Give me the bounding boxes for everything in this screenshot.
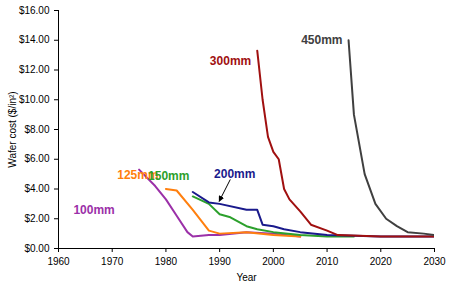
- svg-text:2020: 2020: [370, 256, 393, 267]
- svg-text:$6.00: $6.00: [24, 153, 49, 164]
- svg-text:Wafer cost ($/in²): Wafer cost ($/in²): [7, 91, 18, 167]
- svg-text:$0.00: $0.00: [24, 243, 49, 254]
- svg-text:$10.00: $10.00: [19, 94, 50, 105]
- svg-text:1990: 1990: [209, 256, 232, 267]
- svg-text:450mm: 450mm: [301, 33, 342, 47]
- svg-text:Year: Year: [236, 272, 257, 283]
- svg-text:$4.00: $4.00: [24, 183, 49, 194]
- svg-text:$14.00: $14.00: [19, 34, 50, 45]
- svg-text:2010: 2010: [316, 256, 339, 267]
- svg-text:1960: 1960: [47, 256, 70, 267]
- svg-text:2000: 2000: [262, 256, 285, 267]
- svg-text:125mm: 125mm: [117, 167, 159, 182]
- svg-text:$8.00: $8.00: [24, 124, 49, 135]
- svg-text:100mm: 100mm: [73, 203, 114, 217]
- svg-text:2030: 2030: [423, 256, 446, 267]
- svg-text:300mm: 300mm: [210, 54, 251, 68]
- svg-text:1980: 1980: [155, 256, 178, 267]
- svg-text:$12.00: $12.00: [19, 64, 50, 75]
- svg-text:150mm: 150mm: [148, 169, 189, 183]
- svg-text:200mm: 200mm: [214, 167, 255, 181]
- svg-text:$16.00: $16.00: [19, 5, 50, 16]
- svg-text:1970: 1970: [101, 256, 124, 267]
- svg-text:$2.00: $2.00: [24, 213, 49, 224]
